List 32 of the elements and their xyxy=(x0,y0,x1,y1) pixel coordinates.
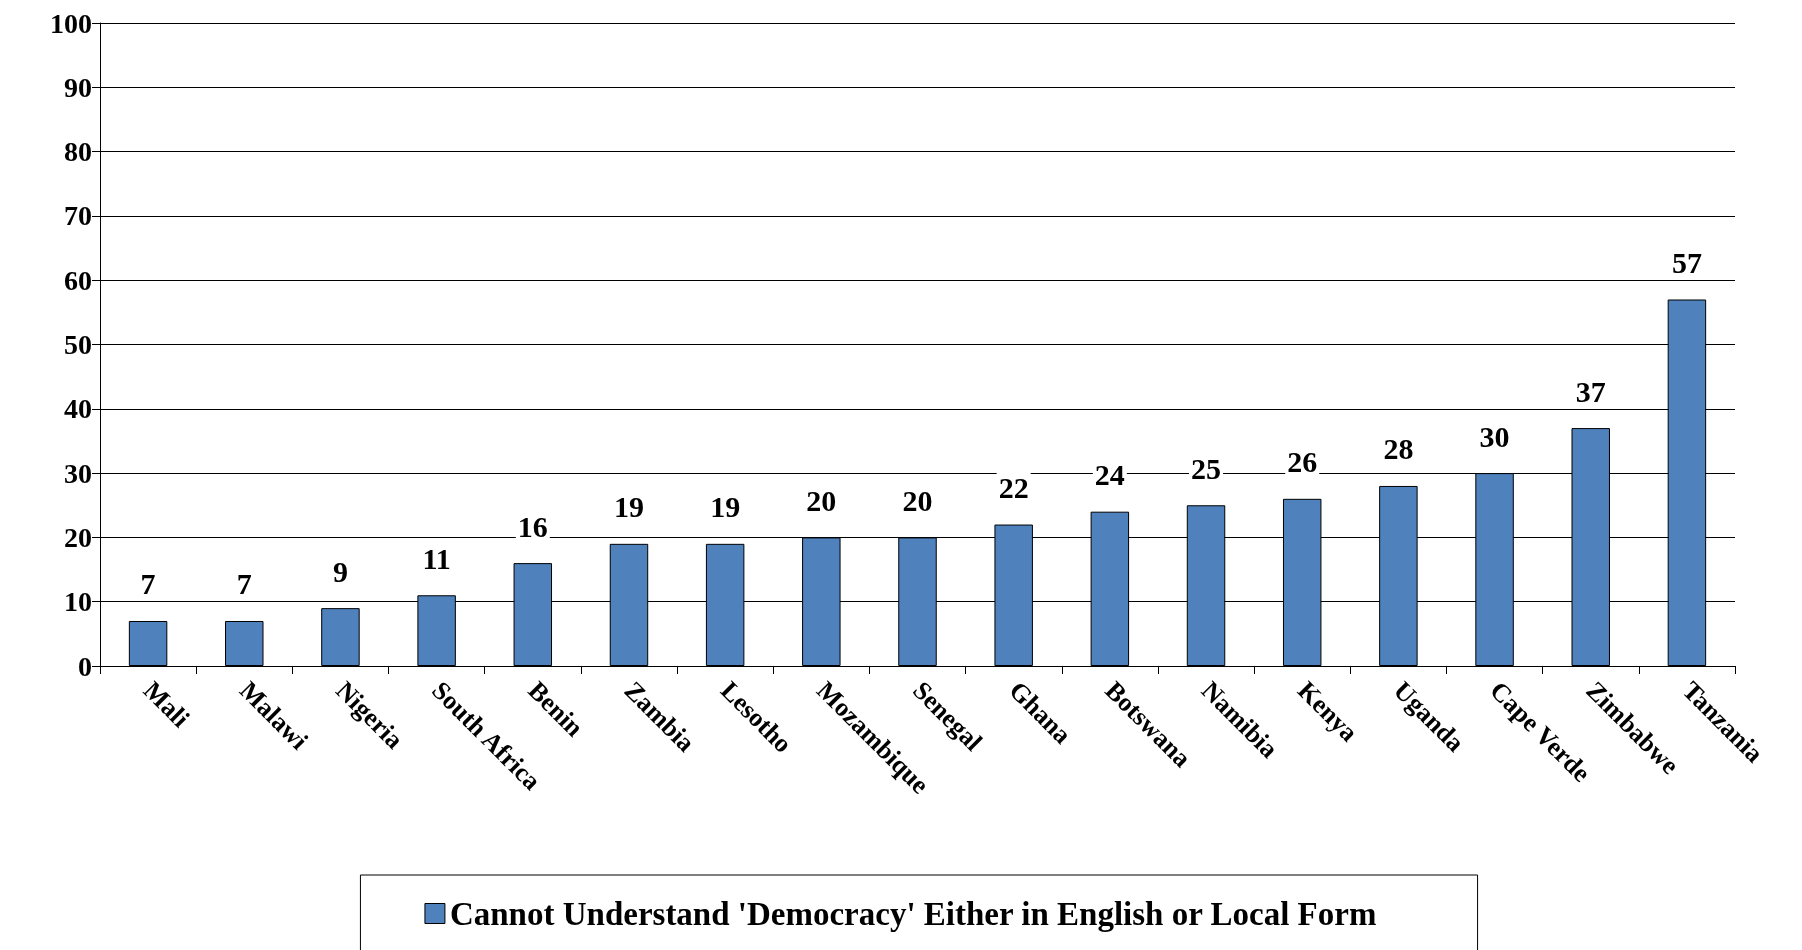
data-label: 26 xyxy=(1287,445,1318,479)
bar xyxy=(128,620,168,666)
legend-label: Cannot Understand 'Democracy' Either in English or Local Form xyxy=(449,895,1377,932)
data-label: 30 xyxy=(1479,419,1510,453)
y-tick-label: 90 xyxy=(64,71,92,103)
data-label: 11 xyxy=(422,541,451,575)
data-label: 7 xyxy=(140,567,156,601)
data-label: 25 xyxy=(1191,451,1222,485)
data-label: 9 xyxy=(332,554,348,588)
y-tick-label: 10 xyxy=(64,586,92,618)
bar xyxy=(225,620,264,666)
data-label: 19 xyxy=(710,490,741,524)
y-tick-label: 50 xyxy=(64,329,92,360)
data-label: 28 xyxy=(1383,432,1414,466)
data-label: 19 xyxy=(613,490,644,524)
y-tick-label: 0 xyxy=(78,650,92,682)
data-label: 16 xyxy=(517,509,548,543)
y-tick-label: 30 xyxy=(64,457,92,489)
y-tick-label: 20 xyxy=(64,521,92,553)
data-label: 20 xyxy=(902,483,933,517)
data-label: 57 xyxy=(1671,245,1702,279)
bar xyxy=(321,608,360,666)
data-label: 20 xyxy=(806,483,837,517)
y-tick-label: 40 xyxy=(64,393,92,425)
data-label: 24 xyxy=(1094,458,1125,492)
y-tick-label: 70 xyxy=(64,200,92,232)
data-label: 22 xyxy=(998,471,1029,505)
y-tick-label: 60 xyxy=(64,264,92,296)
data-label: 37 xyxy=(1575,374,1606,408)
y-tick-label: 100 xyxy=(50,7,92,39)
data-label: 7 xyxy=(236,567,252,601)
y-tick-label: 80 xyxy=(64,136,92,168)
